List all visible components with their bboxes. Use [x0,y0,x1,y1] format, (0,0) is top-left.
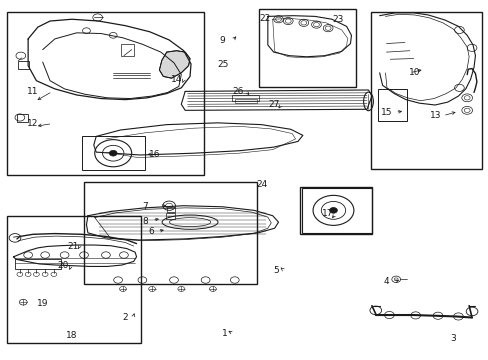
Bar [232,95,259,102]
Bar [7,12,203,175]
Circle shape [329,207,337,213]
Text: 18: 18 [66,331,78,340]
Text: 6: 6 [148,227,154,236]
Text: 16: 16 [148,150,160,159]
Text: 26: 26 [232,87,244,96]
Text: 11: 11 [27,87,39,96]
Text: 20: 20 [57,261,69,270]
Text: 19: 19 [37,299,48,308]
Text: 4: 4 [383,277,388,286]
Text: 24: 24 [255,180,266,189]
Text: 23: 23 [331,15,343,24]
Text: 3: 3 [450,334,455,343]
Text: 13: 13 [429,111,441,120]
Text: 17: 17 [322,210,333,219]
Bar [259,9,356,87]
Text: 1: 1 [222,329,227,338]
Text: 2: 2 [122,313,128,322]
Bar [234,99,256,103]
Text: 21: 21 [67,242,79,251]
Text: 12: 12 [27,119,39,128]
Bar [81,136,144,170]
Text: 10: 10 [408,68,420,77]
Bar [165,213,175,219]
Text: 27: 27 [267,100,279,109]
Text: 9: 9 [219,36,225,45]
Text: 22: 22 [259,14,270,23]
Text: 5: 5 [273,266,279,275]
Bar [84,182,256,284]
Bar [19,61,29,68]
Text: 7: 7 [142,202,147,211]
Bar [166,207,175,212]
Text: 8: 8 [142,217,147,226]
Bar [17,114,28,122]
Bar [120,44,134,56]
Text: 25: 25 [217,60,228,69]
Bar [301,188,372,233]
Text: 14: 14 [170,76,182,85]
Polygon shape [159,51,190,78]
Text: 15: 15 [381,108,392,117]
Circle shape [109,150,117,156]
Bar [377,89,407,121]
Bar [7,216,141,342]
Bar [370,12,481,169]
Bar [300,187,372,234]
Bar [15,259,61,269]
